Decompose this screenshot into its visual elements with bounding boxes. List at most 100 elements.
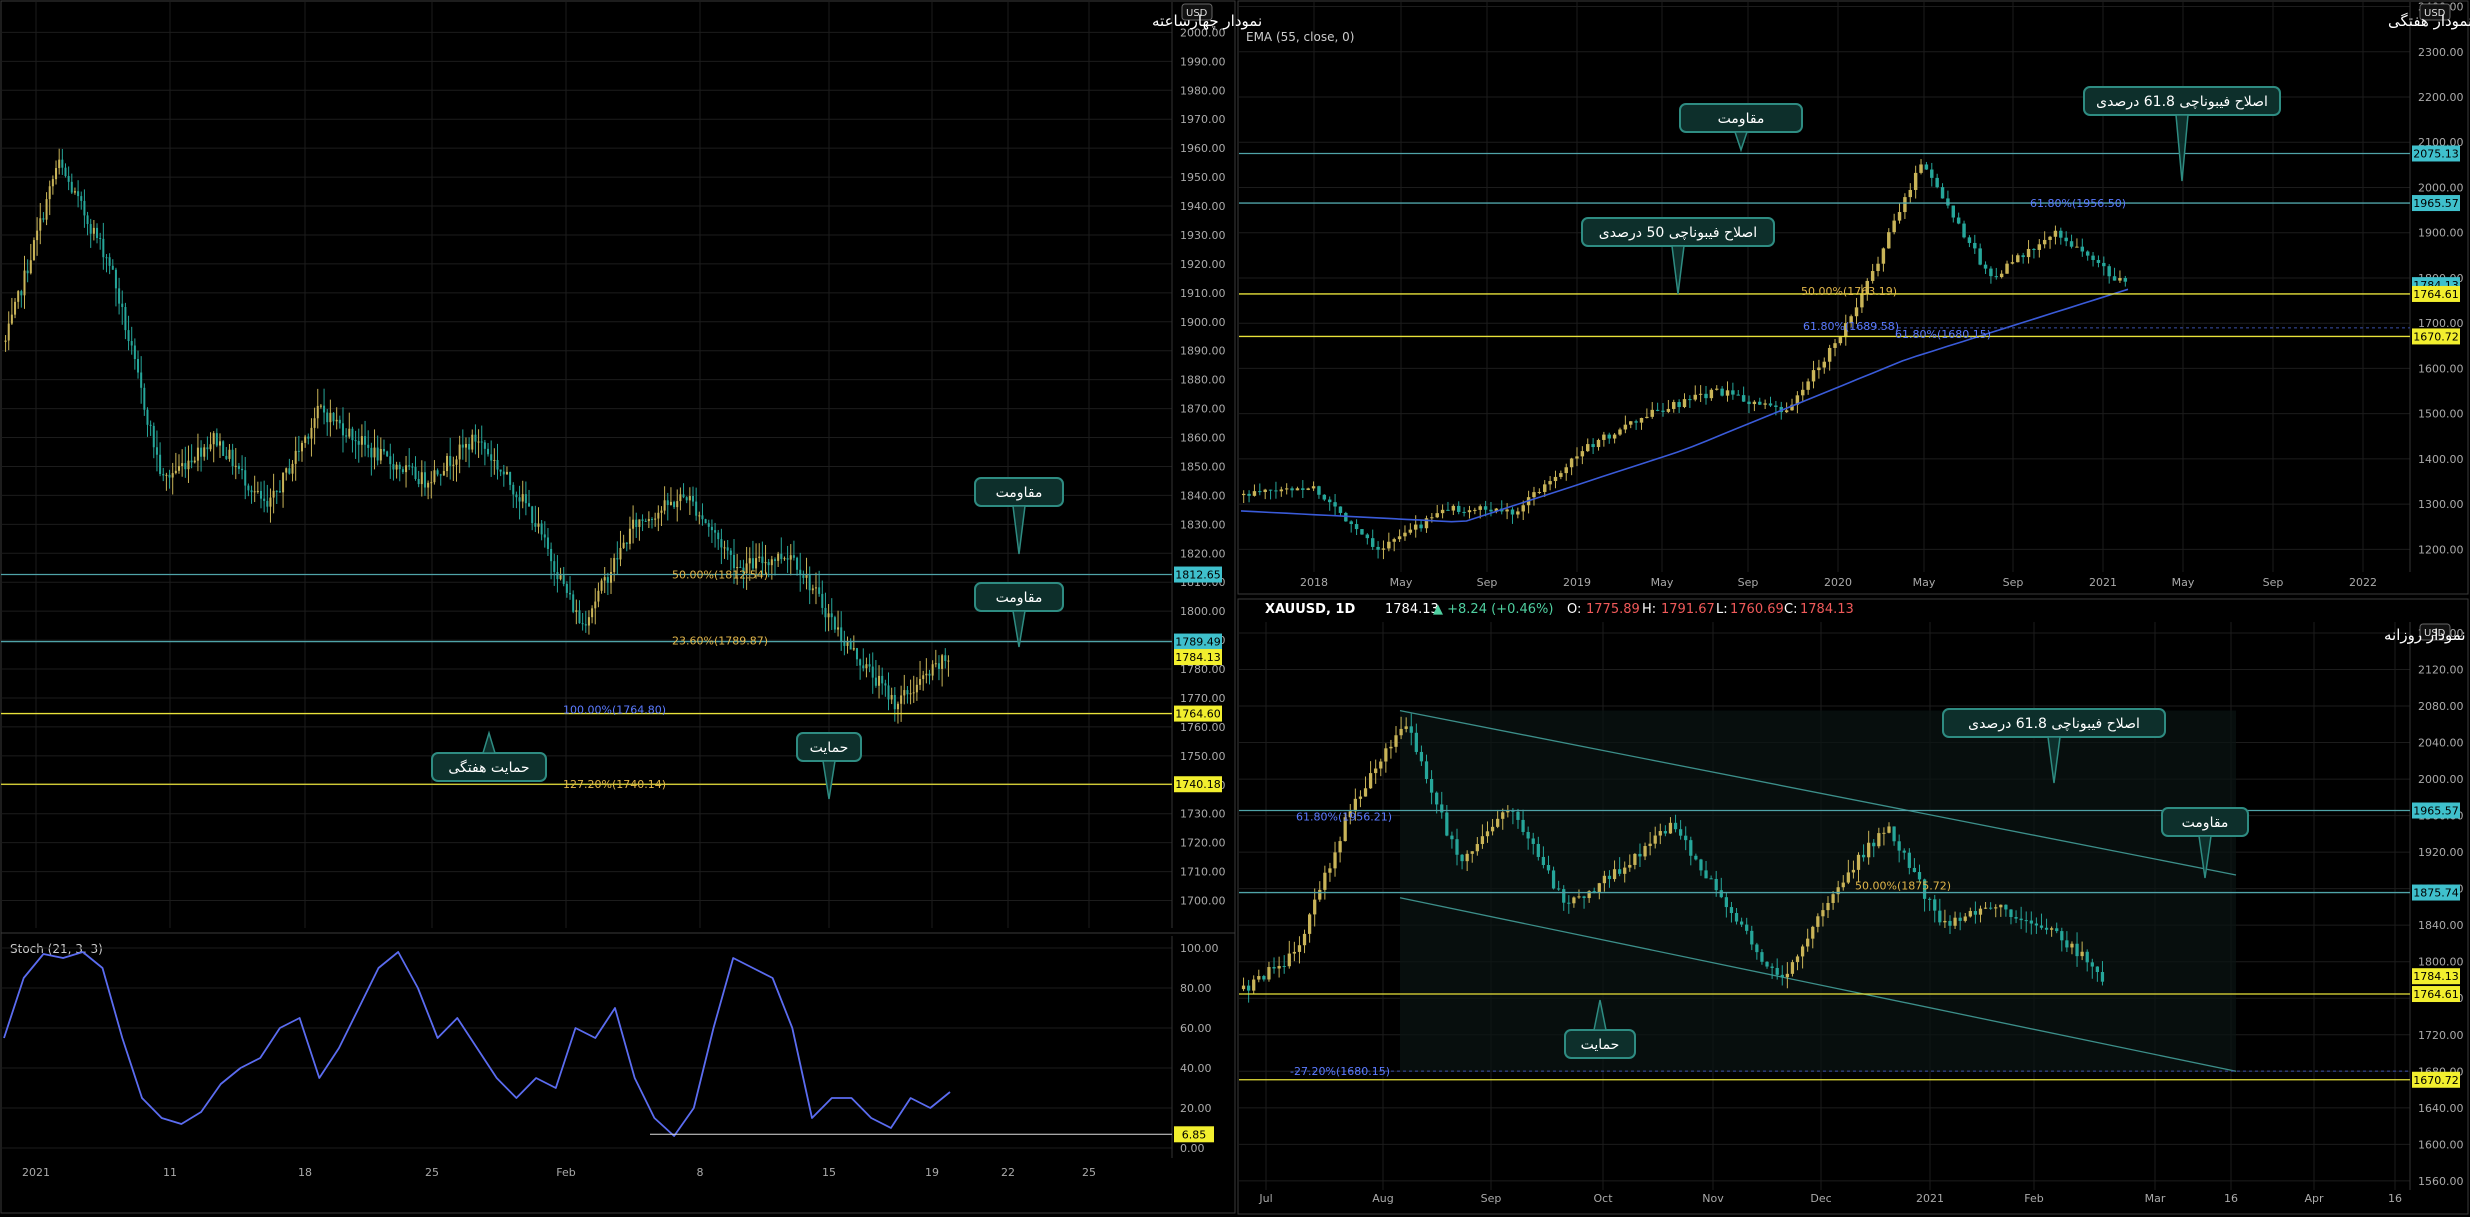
four-hour-candle-body: [474, 434, 477, 442]
weekly-level-4-tag-box: [2412, 328, 2460, 345]
weekly-candle-body: [1559, 473, 1563, 477]
weekly-candle-body: [1392, 539, 1396, 542]
four-hour-callout-support-pointer: [822, 760, 836, 800]
four-hour-candle-body: [130, 341, 133, 346]
four-hour-candle-body: [928, 673, 931, 676]
daily-candle-body: [1856, 854, 1861, 870]
daily-candle-body: [1531, 838, 1535, 844]
stoch-title: Stoch (21, 3, 3): [10, 942, 103, 956]
four-hour-candle-body: [644, 520, 647, 522]
four-hour-candle-body: [118, 288, 121, 304]
daily-candle-body: [1567, 902, 1571, 904]
daily-candle-body: [1445, 812, 1449, 836]
weekly-candle-body: [2102, 262, 2106, 267]
daily-candle-body: [1536, 843, 1540, 857]
daily-candle-body: [1917, 872, 1922, 880]
weekly-candle-body: [1462, 511, 1466, 513]
daily-candle-body: [1861, 854, 1866, 858]
weekly-candle-body: [1801, 389, 1805, 396]
four-hour-candle-body: [228, 449, 231, 459]
daily-candle-body: [1907, 852, 1911, 868]
weekly-candle-body: [1333, 502, 1337, 507]
daily-time-label: Aug: [1372, 1192, 1393, 1205]
four-hour-candle-body: [196, 447, 199, 461]
daily-candle-body: [1424, 761, 1429, 780]
daily-level-0-tag-box: [2412, 802, 2460, 819]
weekly-candle-body: [2096, 259, 2101, 263]
four-hour-candle-body: [386, 451, 389, 457]
daily-candle-body: [1267, 967, 1271, 980]
daily-candle-body: [2044, 927, 2049, 930]
daily-candle-body: [1516, 811, 1520, 820]
four-hour-candle-body: [77, 191, 80, 197]
four-hour-candle-body: [729, 550, 732, 555]
weekly-price-label: 1300.00: [2418, 498, 2464, 511]
four-hour-candle-body: [209, 444, 212, 450]
weekly-candle-body: [1365, 534, 1370, 539]
weekly-candle-body: [1494, 508, 1499, 512]
four-hour-candle-body: [395, 464, 398, 470]
four-hour-candle-body: [572, 594, 575, 612]
four-hour-candle-body: [635, 519, 638, 527]
stoch-axis-label: 0.00: [1180, 1142, 1205, 1155]
daily-high-value: 1791.67: [1661, 602, 1715, 617]
weekly-level-0-tag-box: [2412, 145, 2460, 162]
four-hour-candle-body: [587, 617, 590, 626]
daily-candle-body: [1689, 840, 1693, 856]
four-hour-candle-body: [821, 593, 824, 608]
four-hour-candle-body: [796, 557, 799, 570]
four-hour-price-label: 1870.00: [1180, 403, 1226, 416]
four-hour-candle-body: [509, 471, 512, 485]
daily-candle-body: [1973, 911, 1978, 915]
four-hour-candle-body: [23, 270, 26, 296]
daily-candle-body: [2070, 943, 2074, 948]
four-hour-candle-body: [540, 523, 543, 535]
weekly-candle-body: [1268, 489, 1273, 491]
daily-last-price: 1784.13: [1385, 602, 1439, 617]
daily-candle-body: [2009, 909, 2013, 918]
four-hour-candle-body: [641, 519, 644, 521]
daily-candle-body: [1465, 853, 1469, 862]
four-hour-candle-body: [203, 447, 206, 457]
four-hour-candle-body: [603, 577, 606, 581]
four-hour-candle-body: [294, 450, 297, 464]
daily-candle-body: [1460, 854, 1464, 862]
daily-candle-body: [2019, 918, 2023, 921]
weekly-candle-body: [1483, 506, 1488, 510]
four-hour-candle-body: [26, 270, 29, 274]
weekly-candle-body: [2123, 278, 2128, 282]
weekly-candle-body: [1602, 434, 1606, 440]
weekly-candle-body: [1634, 421, 1638, 423]
weekly-candle-body: [1478, 506, 1482, 510]
four-hour-candle-body: [698, 515, 701, 517]
weekly-candle-body: [2037, 244, 2042, 250]
daily-change: ▲ +8.24 (+0.46%): [1433, 602, 1553, 617]
four-hour-candle-body: [140, 372, 143, 388]
four-hour-candle-body: [773, 559, 776, 561]
weekly-candle-body: [1693, 394, 1697, 400]
four-hour-candle-body: [452, 464, 455, 466]
four-hour-candle-body: [833, 617, 836, 630]
weekly-candle-body: [2059, 230, 2063, 238]
four-hour-candle-body: [364, 436, 367, 445]
weekly-candle-body: [1413, 524, 1418, 530]
weekly-callout-fib-50-text: اصلاح فیبوناچی 50 درصدی: [1599, 225, 1757, 241]
weekly-candle-body: [1327, 499, 1332, 503]
daily-candle-body: [1485, 831, 1490, 837]
four-hour-candle-body: [900, 695, 903, 704]
four-hour-level-1-tag-value: 1789.49: [1175, 636, 1221, 649]
weekly-candle-body: [1247, 493, 1251, 496]
weekly-candle-body: [1370, 538, 1375, 547]
daily-candle-body: [1297, 945, 1302, 952]
weekly-candle-body: [1553, 476, 1558, 482]
four-hour-candle-body: [137, 359, 140, 373]
weekly-candle-body: [2085, 251, 2090, 256]
four-hour-candle-body: [673, 501, 676, 508]
daily-candle-body: [1978, 908, 1983, 915]
daily-candle-body: [1435, 792, 1439, 805]
weekly-candle-body: [1510, 509, 1515, 515]
weekly-candle-body: [1844, 323, 1848, 338]
daily-price-label: 1840.00: [2418, 919, 2464, 932]
daily-candle-body: [1968, 911, 1972, 917]
daily-candle-body: [1811, 926, 1815, 939]
